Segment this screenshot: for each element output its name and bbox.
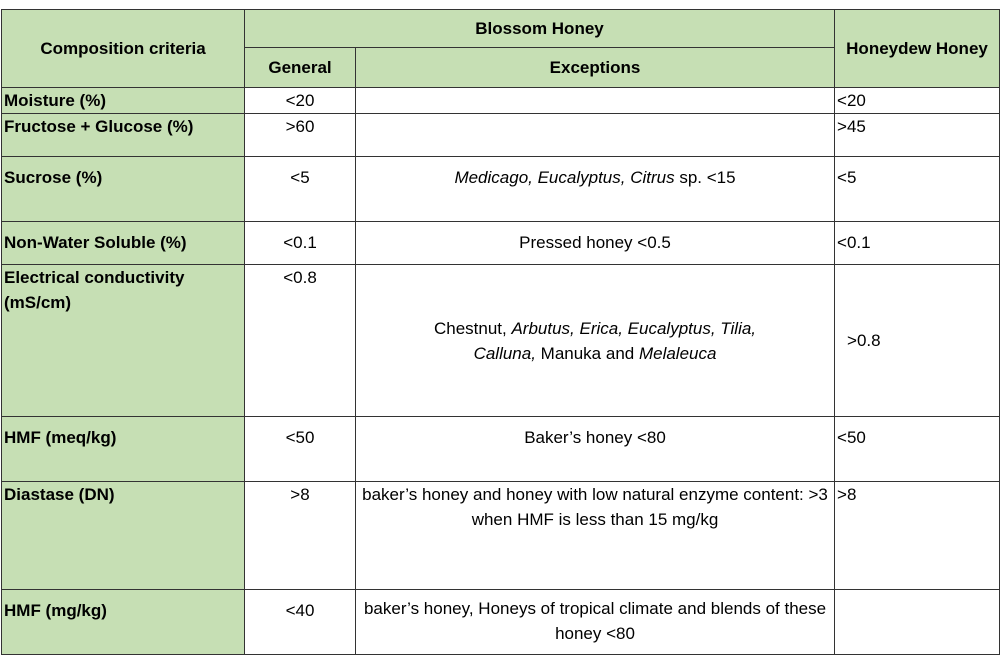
table-row: Fructose + Glucose (%) >60 >45 xyxy=(1,113,1000,157)
criterion-cell: Sucrose (%) xyxy=(1,156,245,222)
exception-italic-text: Arbutus, Erica, Eucalyptus, Tilia, xyxy=(511,318,757,338)
general-cell: <0.1 xyxy=(244,221,356,265)
exception-cell: Pressed honey <0.5 xyxy=(354,221,836,265)
honeydew-cell: <5 xyxy=(834,156,1000,222)
honey-composition-table: Composition criteria Blossom Honey Honey… xyxy=(1,9,1000,655)
exception-cell: Medicago, Eucalyptus, Citrus sp. <15 xyxy=(354,156,836,222)
honeydew-cell xyxy=(834,589,1000,655)
criterion-cell: Diastase (DN) xyxy=(1,481,245,590)
exception-cell xyxy=(354,113,836,157)
general-cell: <20 xyxy=(244,87,356,114)
table-row: HMF (mg/kg) <40 baker’s honey, Honeys of… xyxy=(1,589,1000,655)
exception-text: sp. <15 xyxy=(674,168,736,187)
honeydew-cell: <20 xyxy=(834,87,1000,114)
general-cell: <50 xyxy=(244,416,356,482)
table-row: Electrical conductivity (mS/cm) <0.8 Che… xyxy=(1,264,1000,417)
exception-cell xyxy=(354,87,836,114)
criterion-cell: Non-Water Soluble (%) xyxy=(1,221,245,265)
header-blossom-honey: Blossom Honey xyxy=(243,9,836,48)
header-composition-criteria: Composition criteria xyxy=(1,9,245,88)
criterion-cell: Electrical conductivity (mS/cm) xyxy=(1,264,245,417)
exception-italic-text: Melaleuca xyxy=(638,343,717,363)
honeydew-cell: >45 xyxy=(834,113,1000,157)
general-cell: >8 xyxy=(244,481,356,590)
header-general: General xyxy=(244,47,356,88)
table-row: Sucrose (%) <5 Medicago, Eucalyptus, Cit… xyxy=(1,156,1000,222)
exception-cell: baker’s honey and honey with low natural… xyxy=(354,481,836,590)
criterion-cell: Moisture (%) xyxy=(1,87,245,114)
criterion-cell: HMF (mg/kg) xyxy=(1,589,245,655)
general-cell: >60 xyxy=(244,113,356,157)
table-row: Diastase (DN) >8 baker’s honey and honey… xyxy=(1,481,1000,590)
exception-text: Chestnut, xyxy=(433,318,512,338)
general-cell: <0.8 xyxy=(244,264,356,417)
honeydew-cell: <0.1 xyxy=(834,221,1000,265)
honeydew-cell: <50 xyxy=(834,416,1000,482)
header-exceptions: Exceptions xyxy=(354,47,836,88)
criterion-cell: Fructose + Glucose (%) xyxy=(1,113,245,157)
table-row: Moisture (%) <20 <20 xyxy=(1,87,1000,114)
general-cell: <40 xyxy=(244,589,356,655)
honeydew-cell: >8 xyxy=(834,481,1000,590)
exception-italic-text: Medicago, Eucalyptus, Citrus xyxy=(454,168,675,187)
exception-cell: baker’s honey, Honeys of tropical climat… xyxy=(354,589,836,655)
exception-cell: Chestnut, Arbutus, Erica, Eucalyptus, Ti… xyxy=(354,264,836,417)
header-honeydew-honey: Honeydew Honey xyxy=(834,9,1000,88)
criterion-cell: HMF (meq/kg) xyxy=(1,416,245,482)
exception-italic-text: Calluna, xyxy=(473,343,536,363)
exception-cell: Baker’s honey <80 xyxy=(354,416,836,482)
general-cell: <5 xyxy=(244,156,356,222)
table-row: Non-Water Soluble (%) <0.1 Pressed honey… xyxy=(1,221,1000,265)
table-row: HMF (meq/kg) <50 Baker’s honey <80 <50 xyxy=(1,416,1000,482)
honeydew-cell: >0.8 xyxy=(834,264,1000,417)
exception-text: Manuka and xyxy=(535,343,639,363)
